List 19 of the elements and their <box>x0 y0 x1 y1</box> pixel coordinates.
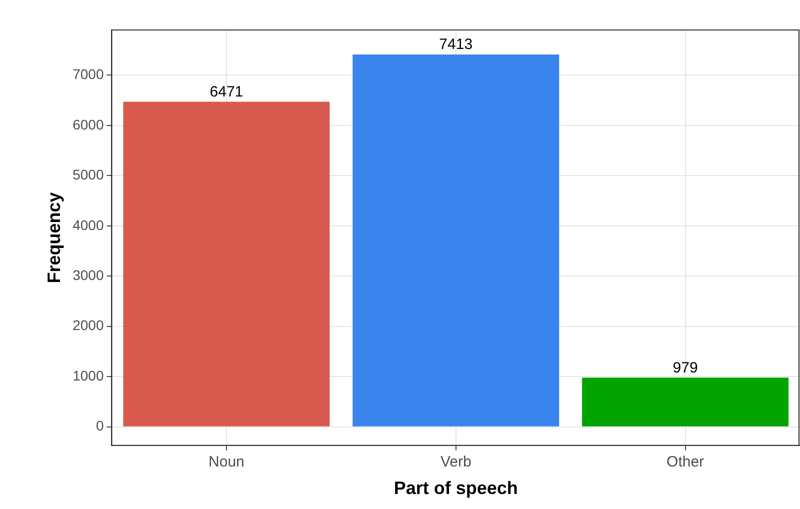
data-label: 6471 <box>210 83 244 100</box>
data-label: 979 <box>672 359 698 376</box>
data-label: 7413 <box>439 36 473 54</box>
y-tick-label: 4000 <box>72 216 104 233</box>
y-axis-title: Frequency <box>44 192 64 284</box>
x-tick-label: Verb <box>440 454 472 471</box>
x-axis-title: Part of speech <box>394 478 518 498</box>
y-tick-label: 3000 <box>72 266 104 283</box>
bar <box>123 102 330 426</box>
x-tick-label: Other <box>666 454 704 471</box>
bar <box>352 54 560 426</box>
y-tick-label: 5000 <box>72 166 104 183</box>
x-tick-label: Noun <box>208 454 244 471</box>
y-tick-label: 0 <box>96 418 104 434</box>
y-tick-label: 7000 <box>72 66 104 82</box>
y-tick-label: 6000 <box>72 116 104 132</box>
y-tick-label: 2000 <box>72 317 104 334</box>
y-tick-label: 1000 <box>72 367 104 384</box>
bar <box>582 378 789 426</box>
